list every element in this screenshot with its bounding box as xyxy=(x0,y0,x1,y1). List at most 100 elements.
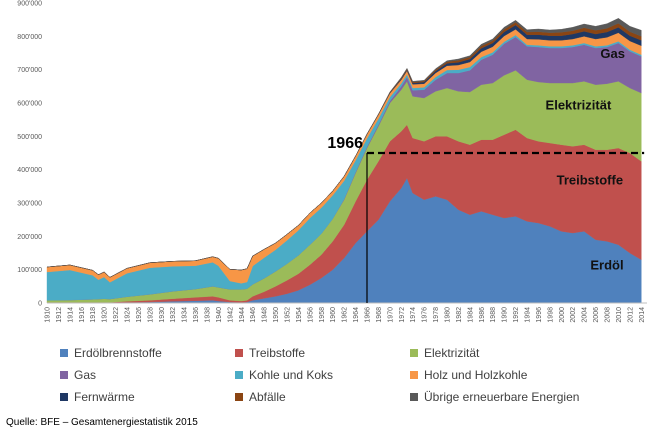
x-tick-label: 1950 xyxy=(273,307,280,323)
x-tick-label: 1994 xyxy=(525,307,532,323)
legend-item-gas: Gas xyxy=(60,366,235,384)
x-tick-label: 1930 xyxy=(159,307,166,323)
x-tick-label: 1966 xyxy=(365,307,372,323)
x-tick-label: 1944 xyxy=(239,307,246,323)
x-tick-label: 1956 xyxy=(307,307,314,323)
x-tick-label: 1922 xyxy=(113,307,120,323)
x-tick-label: 1918 xyxy=(90,307,97,323)
x-tick-label: 1926 xyxy=(136,307,143,323)
legend-label: Übrige erneuerbare Energien xyxy=(424,390,580,404)
legend-label: Treibstoffe xyxy=(249,346,306,360)
legend-swatch xyxy=(235,349,243,357)
x-tick-label: 1946 xyxy=(250,307,257,323)
energy-consumption-chart: 0 100'000 200'000 300'000 400'000 500'000 600'… xyxy=(17,1,647,323)
y-tick-label: 800'000 xyxy=(17,34,42,41)
area-label-elektrizitaet: Elektrizität xyxy=(546,98,612,113)
y-tick-label: 900'000 xyxy=(17,1,42,8)
legend-swatch xyxy=(410,349,418,357)
x-tick-label: 1982 xyxy=(456,307,463,323)
legend-item-treibstoffe: Treibstoffe xyxy=(235,344,410,362)
y-axis-ticks: 0 100'000 200'000 300'000 400'000 500'000 600'… xyxy=(17,1,42,308)
x-tick-label: 2000 xyxy=(559,307,566,323)
x-tick-label: 1928 xyxy=(147,307,154,323)
legend-item-abfaelle: Abfälle xyxy=(235,388,410,406)
legend-label: Abfälle xyxy=(249,390,286,404)
x-tick-label: 1984 xyxy=(467,307,474,323)
legend-swatch xyxy=(60,371,68,379)
legend-swatch xyxy=(410,393,418,401)
x-tick-label: 1996 xyxy=(536,307,543,323)
x-tick-label: 1940 xyxy=(216,307,223,323)
y-tick-label: 0 xyxy=(38,301,42,308)
x-tick-label: 1948 xyxy=(262,307,269,323)
y-tick-label: 100'000 xyxy=(17,267,42,274)
x-tick-label: 1960 xyxy=(330,307,337,323)
x-tick-label: 2002 xyxy=(570,307,577,323)
legend-swatch xyxy=(235,393,243,401)
x-tick-label: 1924 xyxy=(125,307,132,323)
x-tick-label: 1988 xyxy=(490,307,497,323)
legend-label: Erdölbrennstoffe xyxy=(74,346,162,360)
legend-label: Fernwärme xyxy=(74,390,135,404)
legend-swatch xyxy=(60,349,68,357)
legend-swatch xyxy=(410,371,418,379)
x-tick-label: 1932 xyxy=(170,307,177,323)
x-tick-label: 1954 xyxy=(296,307,303,323)
x-tick-label: 1970 xyxy=(387,307,394,323)
x-tick-label: 1958 xyxy=(319,307,326,323)
x-tick-label: 1912 xyxy=(56,307,63,323)
y-tick-label: 200'000 xyxy=(17,234,42,241)
y-tick-label: 300'000 xyxy=(17,201,42,208)
annotations xyxy=(366,151,645,303)
x-tick-label: 1910 xyxy=(45,307,52,323)
y-tick-label: 700'000 xyxy=(17,67,42,74)
x-tick-label: 2012 xyxy=(627,307,634,323)
x-tick-label: 1974 xyxy=(410,307,417,323)
x-tick-label: 1986 xyxy=(479,307,486,323)
marker-1966-label: 1966 xyxy=(327,135,363,152)
area-labels: 1966 Erdöl Treibstoffe Elektrizität Gas xyxy=(327,46,625,273)
x-tick-label: 1952 xyxy=(285,307,292,323)
source-note: Quelle: BFE – Gesamtenergiestatistik 201… xyxy=(6,417,198,428)
area-label-gas: Gas xyxy=(600,46,625,61)
stacked-areas xyxy=(46,18,642,304)
area-label-treibstoffe: Treibstoffe xyxy=(557,173,623,188)
x-tick-label: 1976 xyxy=(422,307,429,323)
x-tick-label: 1990 xyxy=(502,307,509,323)
x-tick-label: 1980 xyxy=(445,307,452,323)
x-tick-label: 2004 xyxy=(582,307,589,323)
legend: Erdölbrennstoffe Treibstoffe Elektrizität G… xyxy=(60,344,640,406)
x-tick-label: 1978 xyxy=(433,307,440,323)
legend-swatch xyxy=(235,371,243,379)
x-tick-label: 2010 xyxy=(616,307,623,323)
legend-label: Kohle und Koks xyxy=(249,368,334,382)
x-tick-label: 1936 xyxy=(193,307,200,323)
legend-item-uebrige-erneuerbare-energien: Übrige erneuerbare Energien xyxy=(410,388,610,406)
legend-swatch xyxy=(60,393,68,401)
legend-label: Holz und Holzkohle xyxy=(424,368,528,382)
x-tick-label: 1942 xyxy=(227,307,234,323)
legend-item-holz-und-holzkohle: Holz und Holzkohle xyxy=(410,366,610,384)
area-label-erdoel: Erdöl xyxy=(590,258,623,273)
legend-item-erdoelbrennstoffe: Erdölbrennstoffe xyxy=(60,344,235,362)
legend-item-kohle-und-koks: Kohle und Koks xyxy=(235,366,410,384)
x-tick-label: 1934 xyxy=(182,307,189,323)
x-tick-label: 2014 xyxy=(639,307,646,323)
legend-label: Gas xyxy=(74,368,97,382)
y-tick-label: 600'000 xyxy=(17,101,42,108)
x-tick-label: 1914 xyxy=(67,307,74,323)
y-tick-label: 500'000 xyxy=(17,134,42,141)
legend-item-fernwaerme: Fernwärme xyxy=(60,388,235,406)
x-tick-label: 1916 xyxy=(79,307,86,323)
legend-label: Elektrizität xyxy=(424,346,480,360)
x-tick-label: 1992 xyxy=(513,307,520,323)
y-tick-label: 400'000 xyxy=(17,167,42,174)
x-tick-label: 1972 xyxy=(399,307,406,323)
x-tick-label: 1938 xyxy=(205,307,212,323)
x-axis-ticks: 1910 1912 1914 1916 1918 1920 1922 1924 1926 1928… xyxy=(45,307,646,323)
x-tick-label: 2008 xyxy=(605,307,612,323)
x-tick-label: 1998 xyxy=(547,307,554,323)
x-tick-label: 1968 xyxy=(376,307,383,323)
x-tick-label: 1964 xyxy=(353,307,360,323)
legend-item-elektrizitaet: Elektrizität xyxy=(410,344,610,362)
